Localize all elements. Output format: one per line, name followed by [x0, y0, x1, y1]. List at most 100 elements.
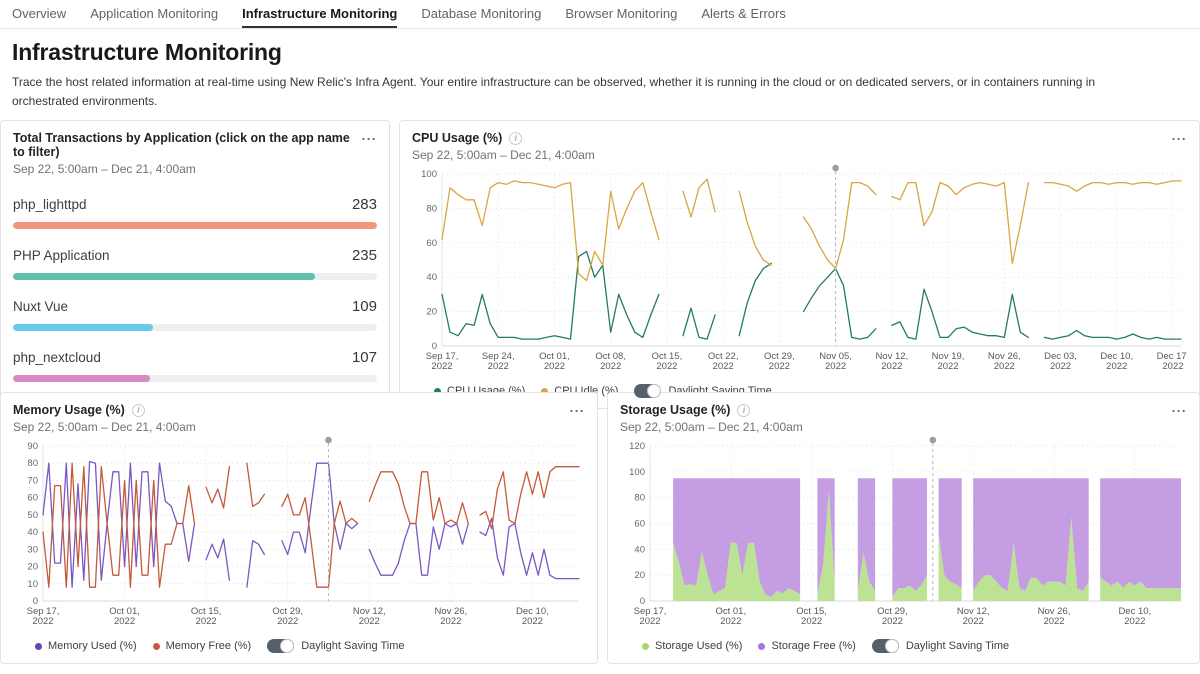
svg-text:Oct 01,2022: Oct 01, 2022	[539, 351, 570, 372]
svg-text:60: 60	[426, 238, 437, 249]
legend-item-storage-free[interactable]: Storage Free (%)	[758, 640, 856, 653]
page-title: Infrastructure Monitoring	[12, 39, 282, 65]
svg-text:Oct 29,2022: Oct 29, 2022	[877, 606, 908, 627]
svg-text:Nov 12,2022: Nov 12, 2022	[353, 606, 386, 627]
svg-text:Dec 10,2022: Dec 10, 2022	[516, 606, 549, 627]
svg-text:20: 20	[27, 562, 38, 573]
info-icon[interactable]: i	[131, 404, 145, 418]
app-name-link[interactable]: Nuxt Vue	[13, 299, 69, 315]
top-nav: Overview Application Monitoring Infrastr…	[0, 0, 1200, 29]
svg-text:100: 100	[629, 467, 645, 478]
svg-text:Nov 26,2022: Nov 26, 2022	[434, 606, 467, 627]
svg-text:Nov 12,2022: Nov 12, 2022	[957, 606, 990, 627]
panel-title: Total Transactions by Application (click…	[13, 131, 350, 160]
dst-toggle[interactable]: Daylight Saving Time	[267, 639, 405, 654]
svg-text:Nov 12,2022: Nov 12, 2022	[875, 351, 908, 372]
date-range: Sep 22, 5:00am – Dec 21, 4:00am	[13, 162, 196, 177]
svg-text:Sep 17,2022: Sep 17, 2022	[634, 606, 667, 627]
toggle-knob	[884, 639, 899, 654]
svg-text:60: 60	[27, 493, 38, 504]
svg-text:0: 0	[432, 341, 437, 352]
toggle-switch[interactable]	[267, 639, 295, 654]
page-description: Trace the host related information at re…	[12, 75, 1096, 108]
memory-chart[interactable]: 0 10 20 30 40 50 60 70 80 90 Sep 17, 2022 Oct 01, 202…	[13, 434, 585, 633]
svg-text:40: 40	[27, 527, 38, 538]
svg-text:90: 90	[27, 441, 38, 452]
panel-storage-usage: Storage Usage (%) i ... Sep 22, 5:00am –…	[607, 392, 1200, 665]
toggle-switch[interactable]	[634, 384, 662, 399]
date-range: Sep 22, 5:00am – Dec 21, 4:00am	[412, 148, 595, 163]
legend-item-memory-free[interactable]: Memory Free (%)	[152, 640, 251, 652]
tab-alerts-errors[interactable]: Alerts & Errors	[701, 5, 786, 21]
toggle-label: Daylight Saving Time	[905, 640, 1010, 653]
svg-text:30: 30	[27, 545, 38, 556]
toggle-switch[interactable]	[871, 639, 899, 654]
legend-label: Storage Free (%)	[771, 640, 856, 653]
app-row: php_lighttpd 283	[13, 196, 377, 230]
app-transaction-count: 107	[351, 349, 377, 367]
panel-title: CPU Usage (%)	[412, 131, 503, 146]
svg-text:Dec 17,2022: Dec 17, 2022	[1157, 351, 1187, 372]
svg-text:100: 100	[421, 169, 437, 180]
tab-application-monitoring[interactable]: Application Monitoring	[90, 5, 219, 21]
tab-database-monitoring[interactable]: Database Monitoring	[421, 5, 542, 21]
tab-browser-monitoring[interactable]: Browser Monitoring	[565, 5, 678, 21]
svg-text:Oct 29,2022: Oct 29, 2022	[272, 606, 303, 627]
app-transaction-count: 235	[351, 247, 377, 265]
dst-toggle[interactable]: Daylight Saving Time	[871, 639, 1010, 654]
series-color-dot	[541, 387, 549, 395]
transaction-bar-fill	[13, 324, 154, 332]
storage-chart[interactable]: 0 20 40 60 80 100 120 Sep 17, 2022 Oct 01, 2022 Oct…	[620, 434, 1187, 633]
svg-text:40: 40	[426, 272, 437, 283]
transactions-bar-list: php_lighttpd 283 PHP Application 235	[13, 196, 377, 400]
toggle-label: Daylight Saving Time	[301, 640, 405, 653]
svg-text:120: 120	[629, 441, 645, 452]
panel-total-transactions: Total Transactions by Application (click…	[0, 120, 390, 410]
svg-text:40: 40	[634, 545, 645, 556]
info-icon[interactable]: i	[737, 404, 751, 418]
app-transaction-count: 109	[351, 298, 377, 316]
app-name-link[interactable]: PHP Application	[13, 248, 110, 264]
series-color-dot	[35, 642, 42, 650]
svg-text:Oct 15,2022: Oct 15, 2022	[796, 606, 827, 627]
legend-label: Storage Used (%)	[655, 640, 743, 653]
transaction-bar-fill	[13, 222, 377, 230]
svg-text:20: 20	[634, 570, 645, 581]
series-color-dot	[434, 387, 441, 395]
svg-text:Nov 05,2022: Nov 05, 2022	[819, 351, 852, 372]
panel-menu-icon[interactable]: ...	[354, 129, 377, 145]
svg-text:Oct 22,2022: Oct 22, 2022	[708, 351, 739, 372]
svg-text:Oct 01,2022: Oct 01, 2022	[109, 606, 140, 627]
transaction-bar	[13, 324, 377, 332]
svg-text:10: 10	[27, 579, 38, 590]
toggle-knob	[647, 384, 662, 399]
svg-text:Oct 15,2022: Oct 15, 2022	[191, 606, 222, 627]
date-range: Sep 22, 5:00am – Dec 21, 4:00am	[620, 420, 803, 435]
legend-item-memory-used[interactable]: Memory Used (%)	[35, 640, 137, 652]
svg-text:80: 80	[426, 204, 437, 215]
app-row: Nuxt Vue 109	[13, 298, 377, 332]
panel-menu-icon[interactable]: ...	[1164, 129, 1187, 145]
transaction-bar	[13, 375, 377, 383]
toggle-knob	[280, 639, 295, 654]
app-transaction-count: 283	[351, 196, 377, 214]
tab-overview[interactable]: Overview	[12, 5, 67, 21]
app-name-link[interactable]: php_lighttpd	[13, 197, 87, 213]
svg-text:Oct 29,2022: Oct 29, 2022	[764, 351, 795, 372]
svg-text:Sep 17,2022: Sep 17, 2022	[27, 606, 60, 627]
svg-text:0: 0	[640, 596, 645, 607]
transaction-bar-fill	[13, 273, 316, 281]
svg-text:20: 20	[426, 307, 437, 318]
panel-menu-icon[interactable]: ...	[1164, 401, 1187, 417]
svg-text:60: 60	[634, 519, 645, 530]
panel-title: Storage Usage (%)	[620, 403, 731, 418]
panel-menu-icon[interactable]: ...	[562, 401, 585, 417]
app-row: PHP Application 235	[13, 247, 377, 281]
legend-item-storage-used[interactable]: Storage Used (%)	[642, 640, 742, 652]
app-name-link[interactable]: php_nextcloud	[13, 350, 101, 366]
tab-infrastructure-monitoring[interactable]: Infrastructure Monitoring	[242, 0, 398, 28]
cpu-chart[interactable]: 0 20 40 60 80 100 Sep 17, 2022 Sep 24, 2022 Oct 01…	[412, 162, 1187, 378]
info-icon[interactable]: i	[509, 132, 523, 146]
svg-text:70: 70	[27, 476, 38, 487]
svg-text:80: 80	[27, 458, 38, 469]
